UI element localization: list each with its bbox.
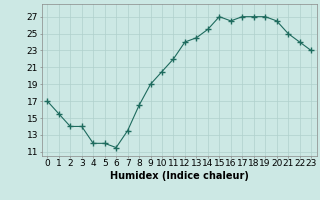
X-axis label: Humidex (Indice chaleur): Humidex (Indice chaleur) [110,171,249,181]
